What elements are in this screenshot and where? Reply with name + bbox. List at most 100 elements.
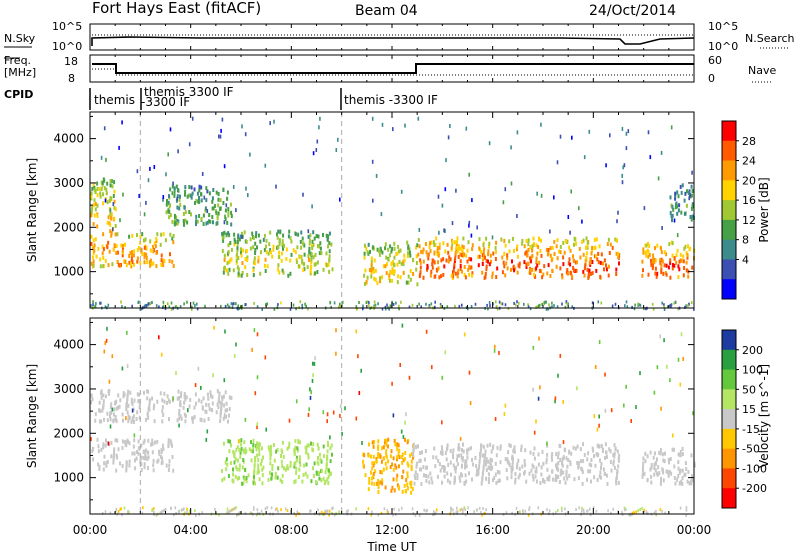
range-cell <box>95 254 98 259</box>
range-cell <box>117 262 120 267</box>
range-cell <box>106 326 108 331</box>
range-cell <box>363 251 366 256</box>
range-cell <box>589 257 592 262</box>
range-cell <box>140 247 143 252</box>
range-cell <box>245 186 247 191</box>
range-cell <box>415 267 418 272</box>
range-cell <box>490 449 493 454</box>
range-cell <box>119 218 121 223</box>
range-cell <box>395 252 398 257</box>
range-cell <box>363 255 366 260</box>
range-cell <box>501 302 504 306</box>
range-cell <box>384 264 387 269</box>
range-cell <box>281 450 284 454</box>
range-cell <box>320 510 323 514</box>
range-cell <box>230 302 233 306</box>
range-cell <box>450 245 453 250</box>
range-cell <box>210 408 213 413</box>
range-cell <box>381 478 384 483</box>
nsearch-tick-top: 10^5 <box>708 20 738 33</box>
range-cell <box>240 273 243 278</box>
range-cell <box>175 215 178 220</box>
range-cell <box>650 258 652 263</box>
range-cell <box>504 273 507 278</box>
range-cell <box>313 236 316 241</box>
range-cell <box>209 219 212 224</box>
range-cell <box>217 197 220 202</box>
range-cell <box>446 305 449 309</box>
range-cell <box>484 272 487 276</box>
range-cell <box>468 370 471 375</box>
range-cell <box>225 467 228 472</box>
range-cell <box>284 507 287 511</box>
range-cell <box>402 259 405 264</box>
range-cell <box>224 208 227 213</box>
range-cell <box>412 446 415 451</box>
range-cell <box>126 410 129 415</box>
range-cell <box>338 510 340 514</box>
range-cell <box>264 163 267 168</box>
range-cell <box>104 510 107 514</box>
range-cell <box>598 244 601 249</box>
range-cell <box>459 246 461 251</box>
range-cell <box>661 226 663 230</box>
range-cell <box>358 391 361 395</box>
range-cell <box>438 275 441 280</box>
nsky-panel: N.Sky 10^5 10^0 10^5 10^0 N.Search <box>4 20 795 53</box>
range-cell <box>677 194 680 199</box>
range-cell <box>510 181 513 186</box>
range-cell <box>165 463 168 468</box>
range-cell <box>462 508 464 512</box>
range-cell <box>109 414 111 419</box>
range-cell <box>667 470 670 475</box>
range-cell <box>335 328 337 333</box>
range-cell <box>461 473 464 478</box>
range-cell <box>475 472 478 477</box>
range-cell <box>431 262 434 267</box>
range-cell <box>307 254 310 258</box>
range-cell <box>401 506 403 510</box>
range-cell <box>438 242 441 247</box>
range-cell <box>545 460 548 465</box>
range-cell <box>594 365 597 369</box>
range-cell <box>677 452 680 457</box>
range-cell <box>437 459 440 463</box>
range-cell <box>180 416 183 421</box>
range-cell <box>566 464 569 469</box>
range-cell <box>162 305 164 309</box>
range-cell <box>557 461 560 466</box>
range-cell <box>683 198 686 203</box>
colorbar-swatch <box>722 448 736 469</box>
range-cell <box>152 244 155 249</box>
range-cell <box>485 457 488 462</box>
range-cell <box>609 460 612 464</box>
range-cell <box>537 245 540 249</box>
range-cell <box>221 117 224 122</box>
range-cell <box>141 232 144 237</box>
range-cell <box>537 462 540 467</box>
range-cell <box>286 509 289 513</box>
range-cell <box>281 251 284 256</box>
range-cell <box>555 478 558 483</box>
range-cell <box>110 179 113 184</box>
range-cell <box>125 466 128 471</box>
range-cell <box>512 264 515 269</box>
x-tick-label: 16:00 <box>475 523 510 537</box>
range-cell <box>435 511 437 515</box>
range-cell <box>398 304 400 308</box>
range-cell <box>587 451 590 456</box>
range-cell <box>160 253 163 258</box>
range-cell <box>166 302 169 306</box>
range-cell <box>513 248 515 253</box>
range-cell <box>397 274 400 279</box>
range-cell <box>113 216 116 221</box>
range-cell <box>464 508 466 512</box>
range-cell <box>206 429 209 434</box>
range-cell <box>679 449 682 454</box>
range-cell <box>322 267 325 272</box>
range-cell <box>127 509 129 513</box>
range-cell <box>583 266 586 271</box>
range-cell <box>289 460 292 465</box>
range-cell <box>461 247 464 252</box>
range-cell <box>412 449 415 454</box>
